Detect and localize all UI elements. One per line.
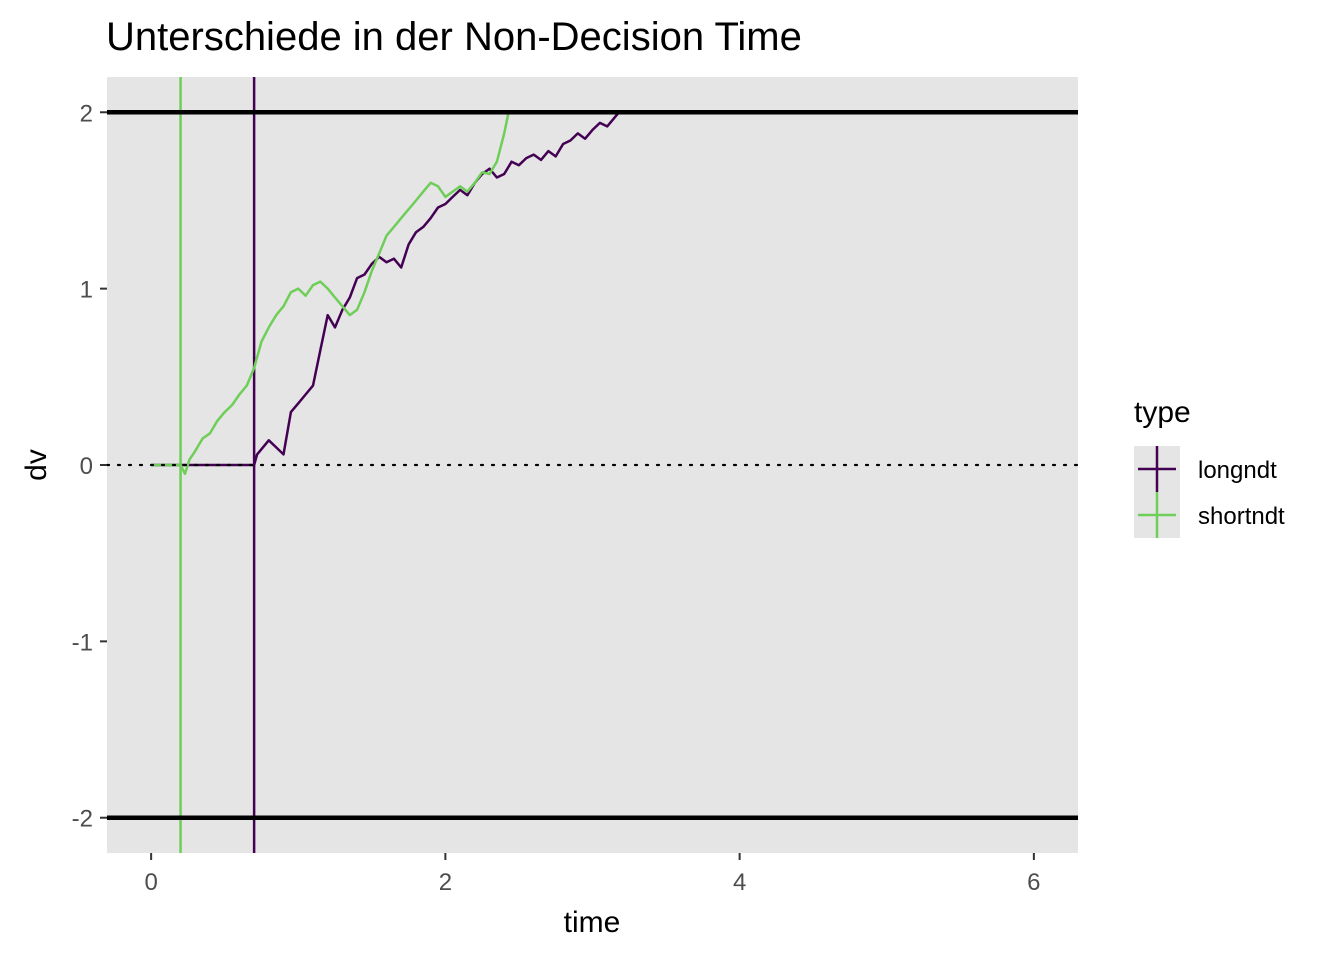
legend-title: type <box>1134 396 1191 429</box>
legend-label-shortndt: shortndt <box>1198 503 1285 530</box>
series-line-longndt <box>151 111 620 467</box>
x-axis-title: time <box>564 906 621 939</box>
x-tick-label: 6 <box>1027 869 1040 896</box>
y-axis-title: dv <box>20 449 53 481</box>
x-tick-label: 4 <box>733 869 746 896</box>
y-tick-label: -1 <box>72 629 93 656</box>
legend: type longndt shortndt <box>1134 396 1285 538</box>
x-tick-label: 2 <box>439 869 452 896</box>
series-layer <box>151 77 620 853</box>
y-tick-label: -2 <box>72 806 93 833</box>
x-tick-label: 0 <box>144 869 157 896</box>
legend-label-longndt: longndt <box>1198 457 1277 484</box>
y-tick-label: 2 <box>80 100 93 127</box>
series-line-shortndt <box>151 112 510 476</box>
reference-lines <box>105 110 1080 820</box>
y-tick-label: 0 <box>80 453 93 480</box>
chart-title: Unterschiede in der Non-Decision Time <box>106 15 802 59</box>
axes: 0 2 4 6 -2 -1 0 1 2 <box>72 100 1041 896</box>
y-tick-label: 1 <box>80 277 93 304</box>
